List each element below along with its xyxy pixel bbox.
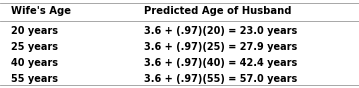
- Text: 40 years: 40 years: [11, 58, 58, 68]
- Text: 25 years: 25 years: [11, 42, 58, 52]
- Text: 3.6 + (.97)(25) = 27.9 years: 3.6 + (.97)(25) = 27.9 years: [144, 42, 297, 52]
- Text: Predicted Age of Husband: Predicted Age of Husband: [144, 6, 291, 16]
- Text: 55 years: 55 years: [11, 74, 58, 84]
- Text: 3.6 + (.97)(20) = 23.0 years: 3.6 + (.97)(20) = 23.0 years: [144, 26, 297, 36]
- Text: 20 years: 20 years: [11, 26, 58, 36]
- Text: Wife's Age: Wife's Age: [11, 6, 71, 16]
- Text: 3.6 + (.97)(55) = 57.0 years: 3.6 + (.97)(55) = 57.0 years: [144, 74, 297, 84]
- Text: 3.6 + (.97)(40) = 42.4 years: 3.6 + (.97)(40) = 42.4 years: [144, 58, 297, 68]
